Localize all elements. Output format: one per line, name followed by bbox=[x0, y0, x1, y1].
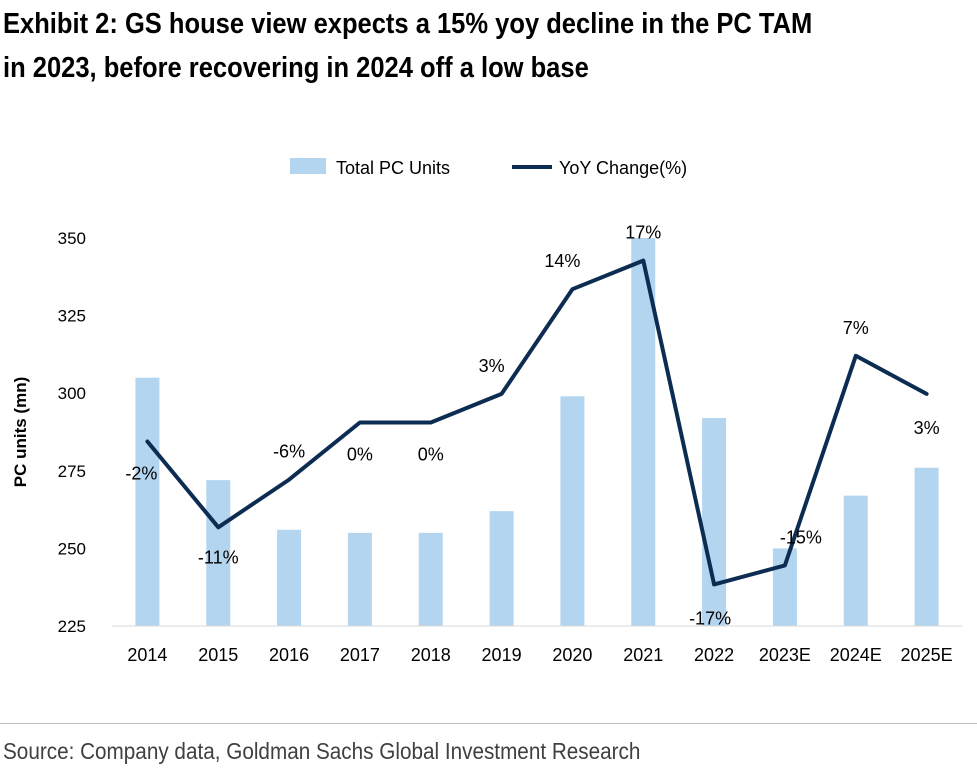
legend-label-bar: Total PC Units bbox=[336, 158, 450, 178]
yoy-data-label: -2% bbox=[125, 464, 157, 484]
bar bbox=[418, 532, 443, 626]
yoy-data-label: -15% bbox=[780, 527, 822, 547]
legend: Total PC Units YoY Change(%) bbox=[290, 158, 687, 178]
y-axis: 225 250 275 300 325 350 PC units (mn) bbox=[11, 229, 86, 636]
x-axis: 2014 2015 2016 2017 2018 2019 2020 2021 2022 2023… bbox=[112, 625, 962, 665]
yoy-data-label: 3% bbox=[479, 356, 505, 376]
x-tick-label: 2022 bbox=[694, 645, 734, 665]
yoy-data-label: 7% bbox=[843, 318, 869, 338]
chart-title-line-2: in 2023, before recovering in 2024 off a… bbox=[3, 52, 589, 84]
bar-series bbox=[135, 238, 939, 626]
bar bbox=[135, 377, 160, 626]
line-series: -2% -11% -6% 0% 0% 3% 14% 17% -17% -15% 7% 3% bbox=[125, 223, 939, 629]
legend-swatch-bar bbox=[290, 158, 326, 174]
yoy-data-label: 14% bbox=[544, 251, 580, 271]
yoy-data-label: -17% bbox=[689, 608, 731, 628]
x-tick-label: 2017 bbox=[340, 645, 380, 665]
x-tick-label: 2021 bbox=[623, 645, 663, 665]
source-note: Source: Company data, Goldman Sachs Glob… bbox=[3, 738, 641, 764]
x-tick-label: 2020 bbox=[552, 645, 592, 665]
chart-title-line-1: Exhibit 2: GS house view expects a 15% y… bbox=[3, 8, 813, 40]
x-tick-label: 2016 bbox=[269, 645, 309, 665]
bar bbox=[277, 529, 302, 626]
y-tick-label: 225 bbox=[58, 617, 86, 636]
yoy-line bbox=[145, 258, 929, 587]
x-tick-label: 2025E bbox=[901, 645, 953, 665]
x-tick-label: 2015 bbox=[198, 645, 238, 665]
yoy-data-label: 0% bbox=[347, 445, 373, 465]
y-tick-label: 325 bbox=[58, 307, 86, 326]
yoy-data-label: -6% bbox=[273, 442, 305, 462]
y-tick-label: 300 bbox=[58, 384, 86, 403]
yoy-data-label: 17% bbox=[625, 223, 661, 243]
bar bbox=[347, 532, 372, 626]
bar bbox=[702, 418, 727, 626]
chart-title: Exhibit 2: GS house view expects a 15% y… bbox=[3, 2, 858, 90]
y-tick-label: 250 bbox=[58, 539, 86, 558]
x-tick-label: 2024E bbox=[830, 645, 882, 665]
bar bbox=[843, 495, 868, 626]
footer-divider bbox=[0, 723, 977, 724]
yoy-data-label: 0% bbox=[418, 445, 444, 465]
x-tick-label: 2018 bbox=[411, 645, 451, 665]
bar bbox=[206, 480, 231, 626]
x-tick-label: 2014 bbox=[127, 645, 167, 665]
y-tick-label: 350 bbox=[58, 229, 86, 248]
pc-units-chart: Total PC Units YoY Change(%) 225 250 275 300… bbox=[11, 158, 962, 665]
bar bbox=[914, 467, 939, 626]
bar bbox=[560, 396, 585, 626]
y-tick-label: 275 bbox=[58, 462, 86, 481]
x-tick-label: 2019 bbox=[482, 645, 522, 665]
legend-label-line: YoY Change(%) bbox=[559, 158, 687, 178]
yoy-data-label: 3% bbox=[914, 418, 940, 438]
x-tick-label: 2023E bbox=[759, 645, 811, 665]
bar bbox=[489, 511, 514, 626]
y-axis-label: PC units (mn) bbox=[11, 377, 30, 488]
yoy-data-label: -11% bbox=[198, 547, 239, 567]
